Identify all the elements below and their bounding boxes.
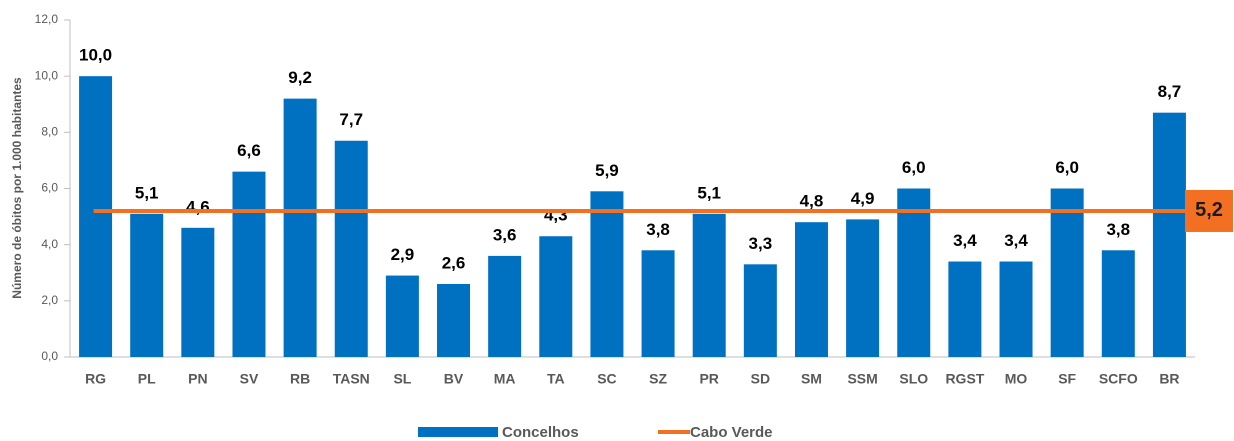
bar xyxy=(1152,112,1186,357)
x-tick-label: PL xyxy=(138,371,156,387)
x-tick-label: SLO xyxy=(899,371,928,387)
x-tick-label: SC xyxy=(597,371,616,387)
data-label: 3,4 xyxy=(953,231,977,250)
bar xyxy=(1101,250,1135,357)
reference-label: 5,2 xyxy=(1195,199,1223,221)
bar xyxy=(488,255,522,357)
legend-swatch xyxy=(418,427,498,437)
bar xyxy=(232,171,266,357)
bar xyxy=(539,236,573,357)
data-label: 3,6 xyxy=(493,225,517,244)
data-label: 7,7 xyxy=(339,110,363,129)
data-label: 2,6 xyxy=(442,253,466,272)
data-label: 4,9 xyxy=(851,189,875,208)
y-tick-label: 4,0 xyxy=(41,237,58,251)
y-tick-label: 10,0 xyxy=(35,68,59,82)
x-tick-label: SD xyxy=(751,371,770,387)
bar xyxy=(846,219,880,357)
x-tick-label: SZ xyxy=(649,371,667,387)
bar xyxy=(283,98,317,357)
bar xyxy=(948,261,982,357)
x-tick-label: MA xyxy=(494,371,516,387)
data-label: 2,9 xyxy=(391,245,415,264)
bar xyxy=(743,264,777,357)
x-tick-label: RGST xyxy=(945,371,984,387)
data-label: 3,8 xyxy=(1106,220,1130,239)
data-label: 6,0 xyxy=(902,158,926,177)
x-tick-label: SM xyxy=(801,371,822,387)
data-label: 5,9 xyxy=(595,161,619,180)
data-label: 4,8 xyxy=(800,192,824,211)
data-label: 5,1 xyxy=(135,183,159,202)
bar xyxy=(79,76,113,358)
y-tick-label: 8,0 xyxy=(41,125,58,139)
bar xyxy=(181,227,215,357)
y-axis-title: Número de óbitos por 1.000 habitantes xyxy=(10,77,24,299)
y-tick-label: 2,0 xyxy=(41,293,58,307)
bar xyxy=(641,250,675,357)
bar xyxy=(130,213,164,357)
data-label: 4,3 xyxy=(544,206,568,225)
data-label: 9,2 xyxy=(288,68,312,87)
x-tick-label: RG xyxy=(85,371,106,387)
legend-label: Cabo Verde xyxy=(690,424,773,441)
data-label: 6,0 xyxy=(1055,158,1079,177)
x-tick-label: SF xyxy=(1058,371,1076,387)
reference-label-box xyxy=(1185,189,1233,232)
bar xyxy=(692,213,726,357)
bar xyxy=(437,283,471,357)
x-tick-label: MO xyxy=(1005,371,1028,387)
x-tick-label: SSM xyxy=(847,371,877,387)
x-tick-label: PR xyxy=(699,371,718,387)
bar xyxy=(897,188,931,357)
data-label: 6,6 xyxy=(237,141,261,160)
data-label: 3,4 xyxy=(1004,231,1028,250)
bar xyxy=(1050,188,1084,357)
data-label: 3,3 xyxy=(749,234,773,253)
x-tick-label: PN xyxy=(188,371,207,387)
bar xyxy=(794,222,828,357)
y-tick-label: 12,0 xyxy=(35,12,59,26)
data-label: 3,8 xyxy=(646,220,670,239)
bar xyxy=(385,275,419,357)
x-tick-label: TA xyxy=(547,371,565,387)
x-tick-label: RB xyxy=(290,371,310,387)
data-label: 5,1 xyxy=(697,183,721,202)
data-label: 8,7 xyxy=(1158,82,1182,101)
y-tick-label: 0,0 xyxy=(41,349,58,363)
data-label: 10,0 xyxy=(79,46,112,65)
x-tick-label: BV xyxy=(444,371,464,387)
x-tick-label: SV xyxy=(240,371,259,387)
data-label: 4,6 xyxy=(186,197,210,216)
x-tick-label: SCFO xyxy=(1099,371,1138,387)
bar xyxy=(999,261,1033,357)
x-tick-label: BR xyxy=(1159,371,1179,387)
bar xyxy=(334,140,368,357)
legend-label: Concelhos xyxy=(502,424,579,441)
x-tick-label: SL xyxy=(393,371,411,387)
bar xyxy=(590,191,624,357)
y-tick-label: 6,0 xyxy=(41,181,58,195)
x-tick-label: TASN xyxy=(333,371,370,387)
